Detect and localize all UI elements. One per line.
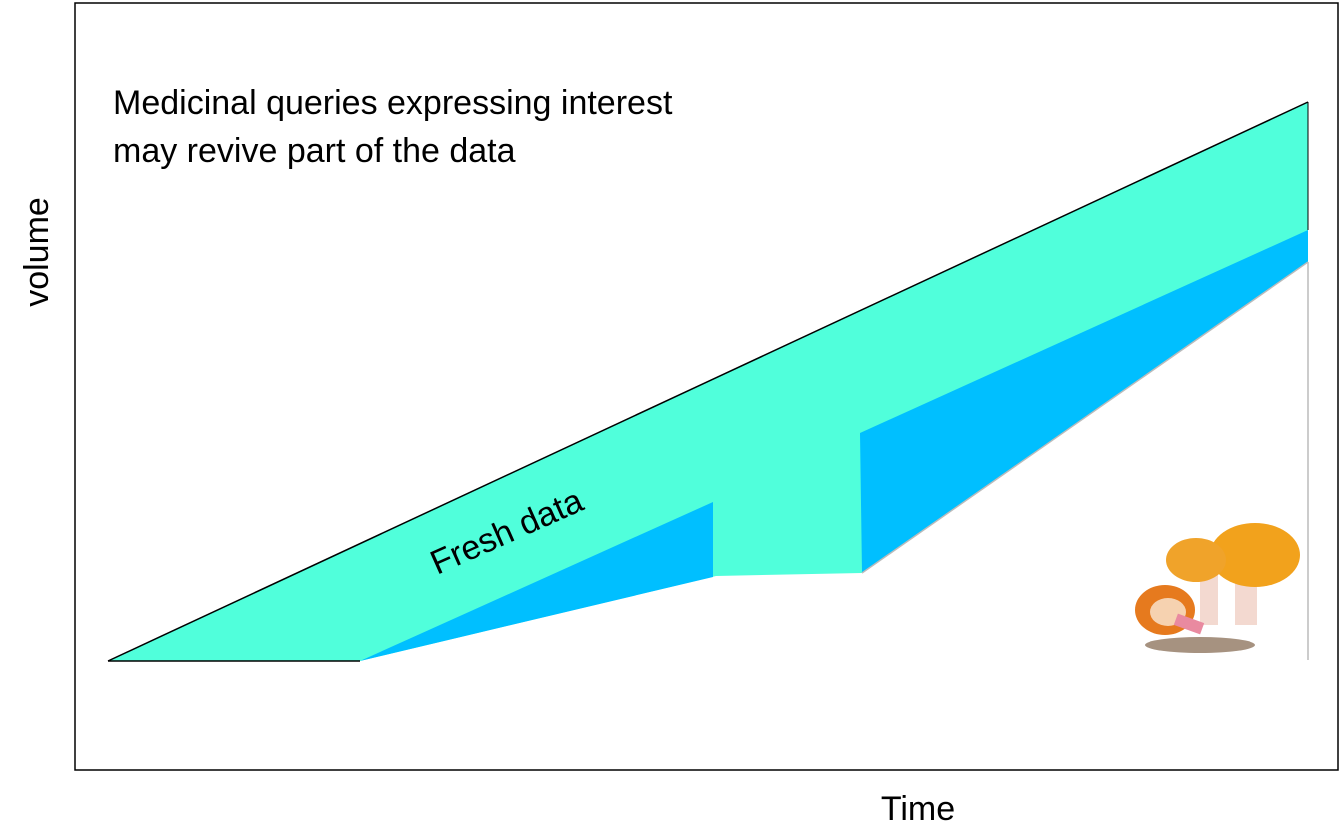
edge-line xyxy=(861,261,1309,574)
x-axis-label: Time xyxy=(881,790,955,828)
annotation: may revive part of the data xyxy=(113,132,516,170)
annotation: Medicinal queries expressing interest xyxy=(113,84,673,122)
revived-area xyxy=(360,502,713,661)
y-axis-label: volume xyxy=(18,197,56,307)
revived-area xyxy=(860,230,1308,573)
growth-line xyxy=(107,101,1309,662)
mushroom-illustration xyxy=(1135,523,1300,653)
